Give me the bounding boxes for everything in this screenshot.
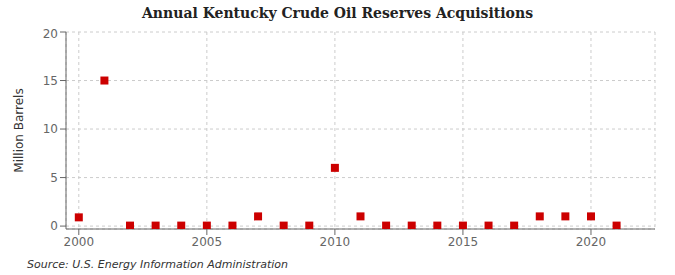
html-text:Annual Kentucky Crude Oil Rese: Annual Kentucky Crude Oil Reserves Acqui… (142, 5, 533, 21)
svg-text:15: 15 (43, 74, 58, 88)
html-text:Source: U.S. Energy Informatio: Source: U.S. Energy Information Administ… (27, 258, 288, 271)
svg-text:Million Barrels: Million Barrels (12, 88, 26, 172)
svg-text:2015: 2015 (448, 235, 479, 249)
svg-text:0: 0 (50, 219, 58, 233)
svg-text:2020: 2020 (576, 235, 607, 249)
svg-text:20: 20 (43, 27, 58, 41)
svg-text:5: 5 (50, 171, 58, 185)
svg-text:10: 10 (43, 122, 58, 136)
svg-text:2005: 2005 (192, 235, 223, 249)
svg-text:2010: 2010 (320, 235, 351, 249)
svg-text:2000: 2000 (64, 235, 95, 249)
